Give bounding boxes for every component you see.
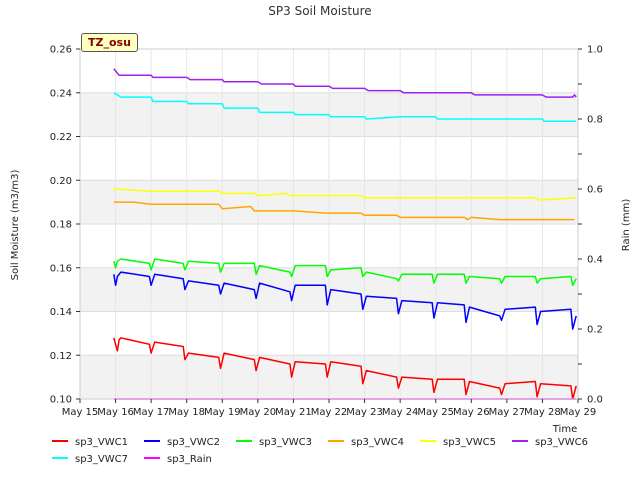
x-tick-label: May 19: [204, 407, 241, 418]
legend-swatch: [328, 440, 344, 442]
x-tick-label: May 16: [97, 407, 134, 418]
legend-label: sp3_VWC6: [535, 437, 588, 448]
left-axis-ticks: 0.10 0.12 0.14 0.16 0.18 0.20 0.22 0.24 0.26: [50, 45, 80, 406]
x-tick-label: May 26: [453, 407, 490, 418]
y-tick-label: 0.14: [50, 307, 72, 318]
y-axis-title: Soil Moisture (m3/m3): [10, 170, 21, 281]
x-tick-label: May 21: [275, 407, 312, 418]
legend-item: sp3_VWC3: [236, 436, 312, 450]
legend-item: sp3_VWC1: [52, 436, 128, 450]
legend-label: sp3_VWC4: [351, 437, 404, 448]
y-tick-label: 0.24: [50, 88, 72, 99]
x-tick-label: May 29: [560, 407, 597, 418]
y-tick-label: 0.12: [50, 351, 72, 362]
legend-label: sp3_VWC2: [167, 437, 220, 448]
y-tick-label: 0.16: [50, 263, 72, 274]
series-line-sp3-vwc3: [113, 258, 577, 287]
series-line-sp3-vwc6: [113, 68, 577, 98]
legend-item: sp3_Rain: [144, 453, 212, 467]
chart-title: SP3 Soil Moisture: [268, 4, 371, 18]
x-tick-label: May 20: [240, 407, 277, 418]
series-line-sp3-vwc1: [113, 337, 577, 400]
legend-swatch: [52, 457, 68, 459]
legend-label: sp3_VWC3: [259, 437, 312, 448]
legend-item: sp3_VWC7: [52, 453, 128, 467]
x-tick-label: May 24: [382, 407, 419, 418]
series-line-sp3-vwc2: [113, 271, 577, 330]
legend-swatch: [144, 440, 160, 442]
x-tick-label: May 28: [524, 407, 561, 418]
legend-label: sp3_VWC7: [75, 454, 128, 465]
x-tick-label: May 15: [62, 407, 99, 418]
series-line-sp3-vwc5: [113, 188, 577, 201]
x-tick-label: May 22: [311, 407, 348, 418]
x-tick-label: May 18: [168, 407, 205, 418]
legend-item: sp3_VWC5: [420, 436, 496, 450]
series-line-sp3-vwc4: [113, 201, 575, 221]
legend-label: sp3_VWC1: [75, 437, 128, 448]
series-line-sp3-vwc7: [113, 92, 577, 122]
x-axis-title: Time: [552, 424, 577, 435]
legend-swatch: [144, 457, 160, 459]
y2-tick-label: 1.0: [587, 45, 603, 56]
legend-swatch: [512, 440, 528, 442]
y2-tick-label: 0.8: [587, 115, 603, 126]
y-tick-label: 0.26: [50, 45, 72, 56]
y-tick-label: 0.20: [50, 176, 72, 187]
y-tick-label: 0.10: [50, 395, 72, 406]
site-badge: TZ_osu: [81, 33, 138, 52]
x-tick-label: May 23: [346, 407, 383, 418]
legend-swatch: [236, 440, 252, 442]
y2-tick-label: 0.2: [587, 325, 603, 336]
y2-tick-label: 0.6: [587, 185, 603, 196]
right-axis-ticks: 0.0 0.2 0.4 0.6 0.8 1.0: [578, 45, 603, 406]
legend-item: sp3_VWC4: [328, 436, 404, 450]
legend-label: sp3_Rain: [167, 454, 212, 465]
y2-axis-title: Rain (mm): [621, 199, 632, 252]
legend-swatch: [420, 440, 436, 442]
x-tick-label: May 17: [133, 407, 170, 418]
x-tick-label: May 27: [489, 407, 526, 418]
legend-item: sp3_VWC6: [512, 436, 588, 450]
y-tick-label: 0.22: [50, 132, 72, 143]
y-tick-label: 0.18: [50, 220, 72, 231]
x-tick-label: May 25: [417, 407, 454, 418]
legend-swatch: [52, 440, 68, 442]
legend-item: sp3_VWC2: [144, 436, 220, 450]
legend-label: sp3_VWC5: [443, 437, 496, 448]
y2-tick-label: 0.0: [587, 395, 603, 406]
y2-tick-label: 0.4: [587, 255, 603, 266]
